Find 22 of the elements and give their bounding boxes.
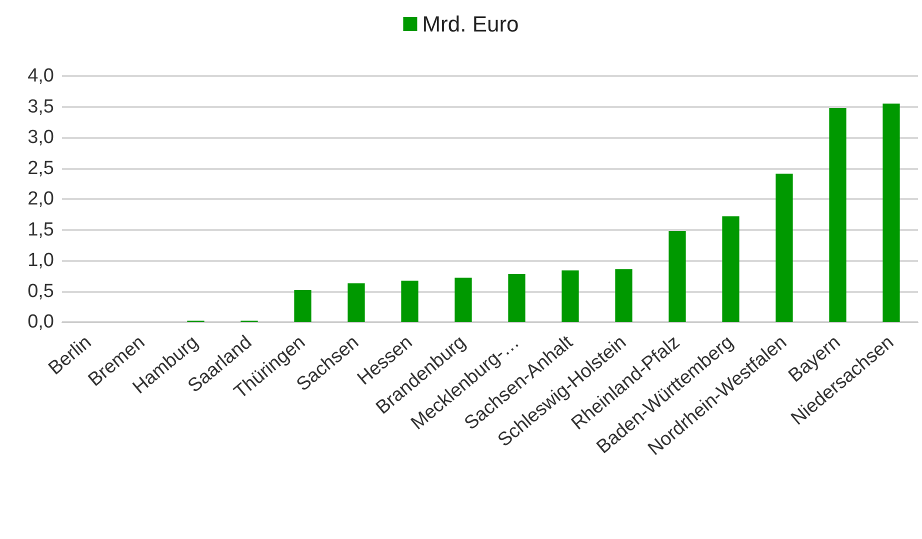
bar — [401, 280, 418, 322]
bar — [668, 230, 686, 322]
bar — [882, 104, 900, 322]
bar — [615, 269, 632, 322]
bar — [829, 108, 846, 322]
bar — [776, 174, 793, 322]
y-tick-label: 4,0 — [28, 66, 54, 86]
y-tick-label: 3,0 — [28, 127, 54, 148]
y-tick-label: 2,0 — [28, 188, 54, 210]
y-tick-label: 1,0 — [28, 250, 54, 271]
y-tick-label: 0,0 — [28, 312, 54, 332]
y-tick-label: 2,5 — [28, 158, 54, 179]
bar — [508, 274, 526, 322]
bar — [454, 278, 472, 322]
bar — [294, 290, 312, 322]
y-tick-label: 3,5 — [28, 96, 54, 118]
y-tick-label: 1,5 — [28, 219, 54, 240]
legend-label: Mrd. Euro — [422, 12, 519, 36]
bar — [562, 270, 579, 322]
bar — [722, 216, 740, 322]
y-tick-label: 0,5 — [28, 280, 54, 302]
bar — [348, 283, 365, 322]
